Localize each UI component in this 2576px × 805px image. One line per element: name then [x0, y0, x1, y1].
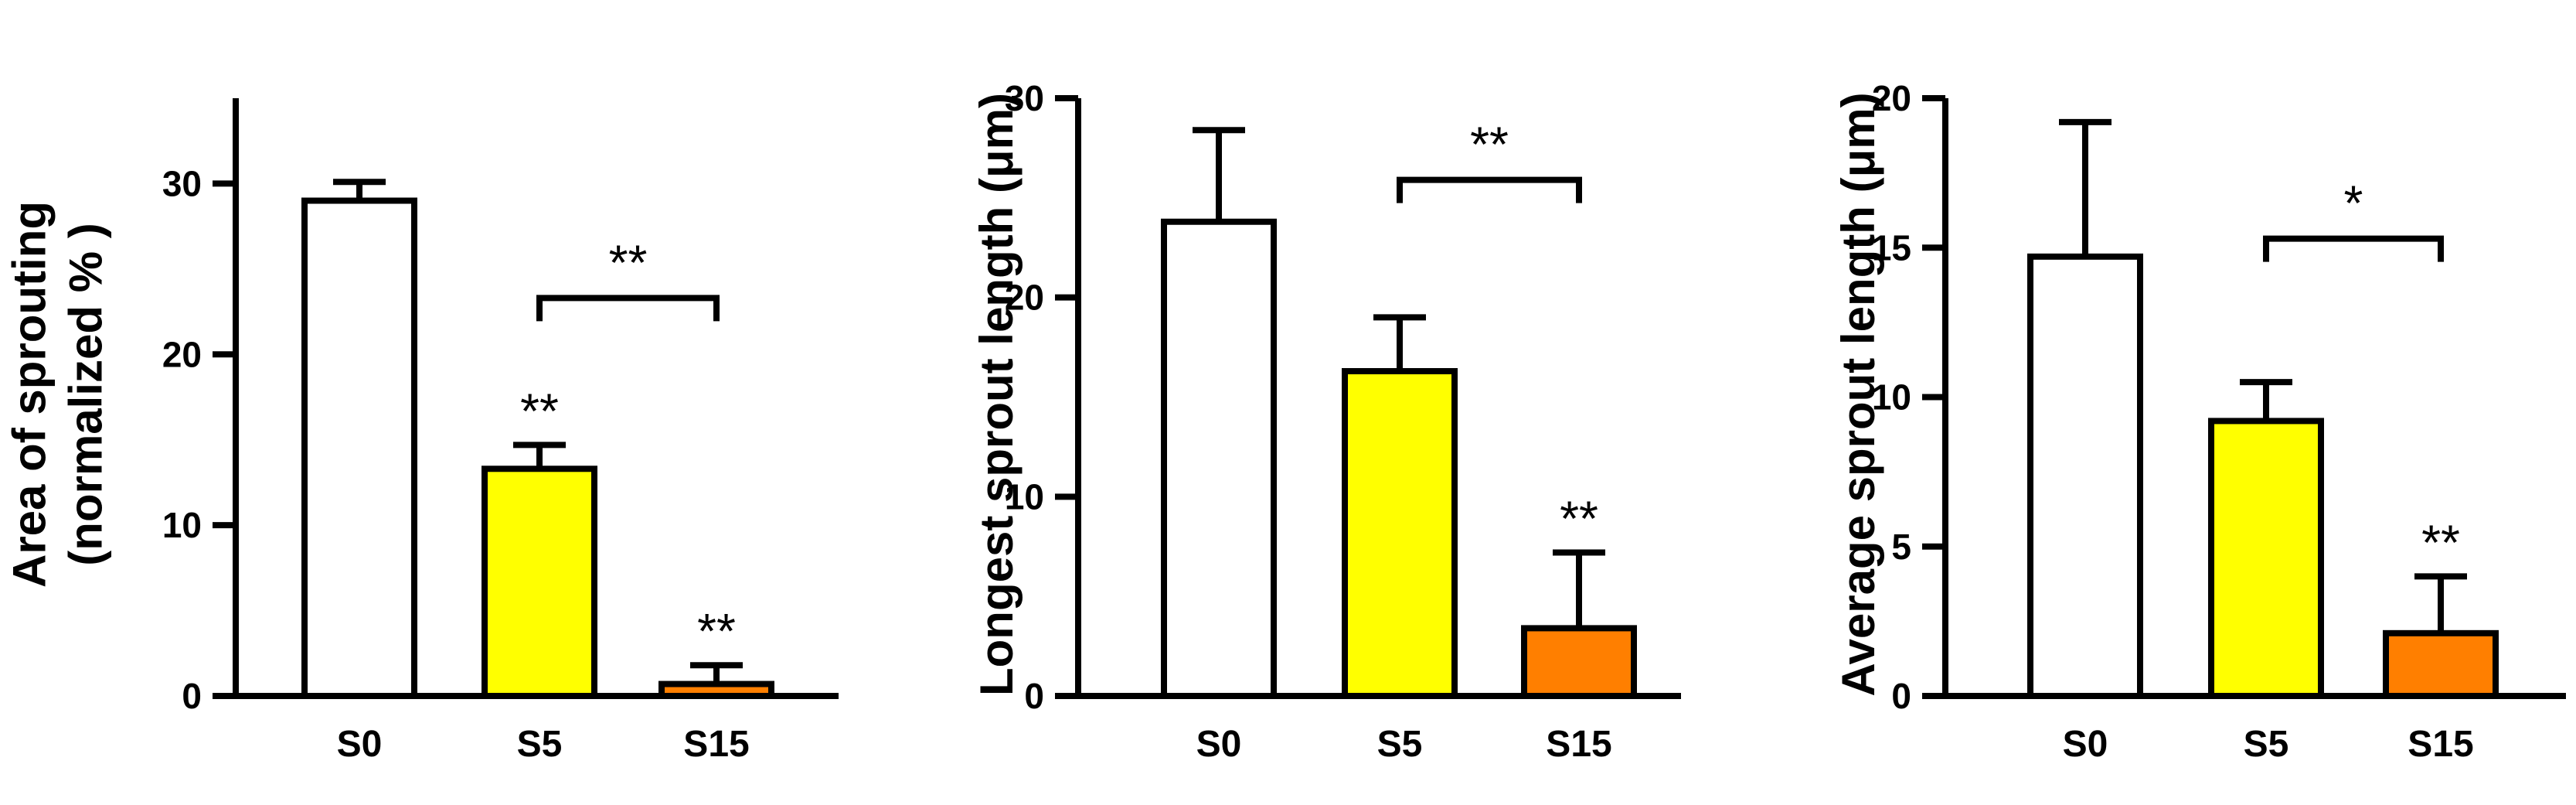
- y-tick-label: 20: [1005, 278, 1044, 318]
- x-tick-label-s5: S5: [1377, 724, 1423, 765]
- y-axis-title-line-1: Area of sprouting: [4, 201, 56, 588]
- bar-s5: [482, 466, 597, 699]
- bar-s5: [1342, 368, 1458, 699]
- significance-label-s15: **: [1560, 490, 1598, 546]
- x-tick-label-s15: S15: [683, 724, 749, 765]
- x-tick-label-s15: S15: [2408, 724, 2473, 765]
- bar-s5: [2208, 418, 2324, 699]
- y-axis-title-line-1: Longest sprout length (μm): [971, 93, 1023, 696]
- bar-s0: [1161, 218, 1277, 699]
- y-tick-label: 10: [1872, 377, 1911, 418]
- significance-bracket: [536, 295, 720, 322]
- y-axis-title-line-1: Average sprout length (μm): [1832, 92, 1884, 696]
- significance-label-s15: **: [697, 603, 736, 659]
- y-tick-label: 0: [1891, 676, 1911, 716]
- y-tick-label: 5: [1891, 527, 1911, 567]
- y-tick-label: 30: [162, 163, 202, 203]
- significance-label-s15: **: [2421, 514, 2460, 570]
- bar-s15: [2383, 629, 2499, 700]
- y-tick-label: 20: [1872, 78, 1911, 118]
- significance-label-s5: **: [520, 383, 559, 438]
- bar-s0: [301, 197, 417, 699]
- y-tick-label: 10: [162, 505, 202, 545]
- y-tick-label: 0: [182, 676, 202, 716]
- x-tick-label-s15: S15: [1546, 724, 1611, 765]
- bracket-significance-label: *: [2344, 176, 2363, 231]
- bar-s15: [1521, 625, 1637, 699]
- bar-s0: [2027, 253, 2143, 700]
- x-tick-label-s5: S5: [2244, 724, 2289, 765]
- bracket-significance-label: **: [1470, 117, 1509, 172]
- x-tick-label-s0: S0: [337, 724, 383, 765]
- x-tick-label-s5: S5: [517, 724, 563, 765]
- significance-bracket: [2263, 235, 2444, 262]
- significance-bracket: [1397, 176, 1582, 203]
- y-tick-label: 10: [1005, 476, 1044, 517]
- x-tick-label-s0: S0: [2063, 724, 2108, 765]
- bracket-significance-label: **: [609, 234, 648, 290]
- x-tick-label-s0: S0: [1196, 724, 1242, 765]
- y-axis-title-line-2: (normalized % ): [60, 223, 112, 565]
- y-tick-label: 0: [1024, 676, 1044, 716]
- y-tick-label: 20: [162, 334, 202, 374]
- y-tick-label: 15: [1872, 227, 1911, 268]
- chart-panel-1: S0 ** S5 ** S15 0 10 20 30 Area of sprouting (norm…: [4, 98, 839, 765]
- y-tick-label: 30: [1005, 78, 1044, 118]
